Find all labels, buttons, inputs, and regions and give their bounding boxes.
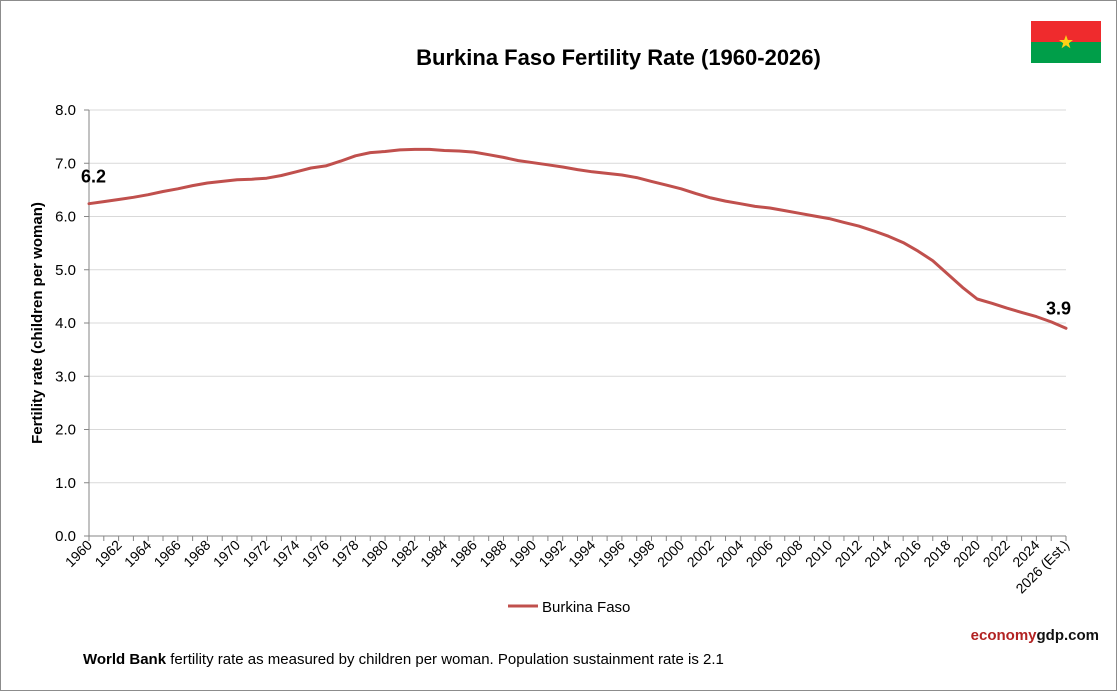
legend: Burkina Faso <box>508 599 630 616</box>
x-tick-label: 1976 <box>299 537 332 570</box>
y-tick-label: 3.0 <box>55 368 76 385</box>
axes <box>88 110 1067 541</box>
x-tick-label: 1990 <box>506 537 539 570</box>
y-tick-label: 7.0 <box>55 155 76 172</box>
site-brand: economygdp.com <box>970 627 1099 644</box>
series-layer <box>87 147 1068 330</box>
data-label: 3.9 <box>1046 298 1071 318</box>
x-tick-label: 1974 <box>269 537 302 570</box>
data-label: 6.2 <box>81 167 106 187</box>
x-tick-label: 1982 <box>387 537 420 570</box>
x-tick-label: 2000 <box>654 537 687 570</box>
x-tick-label: 1980 <box>358 537 391 570</box>
footnote: World Bank fertility rate as measured by… <box>83 651 724 668</box>
y-tick-label: 2.0 <box>55 422 76 439</box>
x-tick-labels: 1960196219641966196819701972197419761978… <box>62 537 1072 597</box>
x-tick-label: 2002 <box>684 537 717 570</box>
y-tick-label: 8.0 <box>55 102 76 119</box>
gridlines <box>84 109 1066 537</box>
x-tick-label: 1962 <box>91 537 124 570</box>
x-tick-label: 1970 <box>210 537 243 570</box>
x-tick-label: 2020 <box>950 537 983 570</box>
x-tick-label: 2010 <box>802 537 835 570</box>
y-tick-label: 0.0 <box>55 528 76 545</box>
burkina-faso-flag-icon <box>1031 21 1101 63</box>
x-tick-label: 1986 <box>447 537 480 570</box>
series-line-burkina-faso <box>87 147 1068 330</box>
x-tick-label: 2018 <box>920 537 953 570</box>
x-tick-label: 2016 <box>891 537 924 570</box>
y-axis-label: Fertility rate (children per woman) <box>29 202 46 444</box>
y-tick-label: 6.0 <box>55 209 76 226</box>
x-tick-label: 2012 <box>832 537 865 570</box>
x-tick-label: 1996 <box>595 537 628 570</box>
y-tick-label: 5.0 <box>55 262 76 279</box>
x-tick-label: 1964 <box>121 537 154 570</box>
annotations: 6.2 3.9 <box>81 167 1071 319</box>
x-tick-label: 1984 <box>417 537 450 570</box>
x-tick-label: 2006 <box>743 537 776 570</box>
y-tick-label: 4.0 <box>55 315 76 332</box>
x-tick-label: 1994 <box>565 537 598 570</box>
x-tick-label: 1966 <box>151 537 184 570</box>
y-tick-labels: 0.0 1.0 2.0 3.0 4.0 5.0 6.0 7.0 8.0 <box>55 102 76 545</box>
x-tick-label: 1968 <box>180 537 213 570</box>
x-tick-label: 2004 <box>713 537 746 570</box>
x-tick-label: 1992 <box>535 537 568 570</box>
x-tick-label: 2022 <box>980 537 1013 570</box>
x-tick-label: 1972 <box>239 537 272 570</box>
x-tick-label: 2014 <box>861 537 894 570</box>
y-tick-label: 1.0 <box>55 475 76 492</box>
x-tick-label: 2008 <box>772 537 805 570</box>
x-tick-label: 1988 <box>476 537 509 570</box>
x-tick-label: 1998 <box>624 537 657 570</box>
x-tick-label: 1978 <box>328 537 361 570</box>
chart-title: Burkina Faso Fertility Rate (1960-2026) <box>416 45 821 70</box>
legend-label: Burkina Faso <box>542 599 630 616</box>
